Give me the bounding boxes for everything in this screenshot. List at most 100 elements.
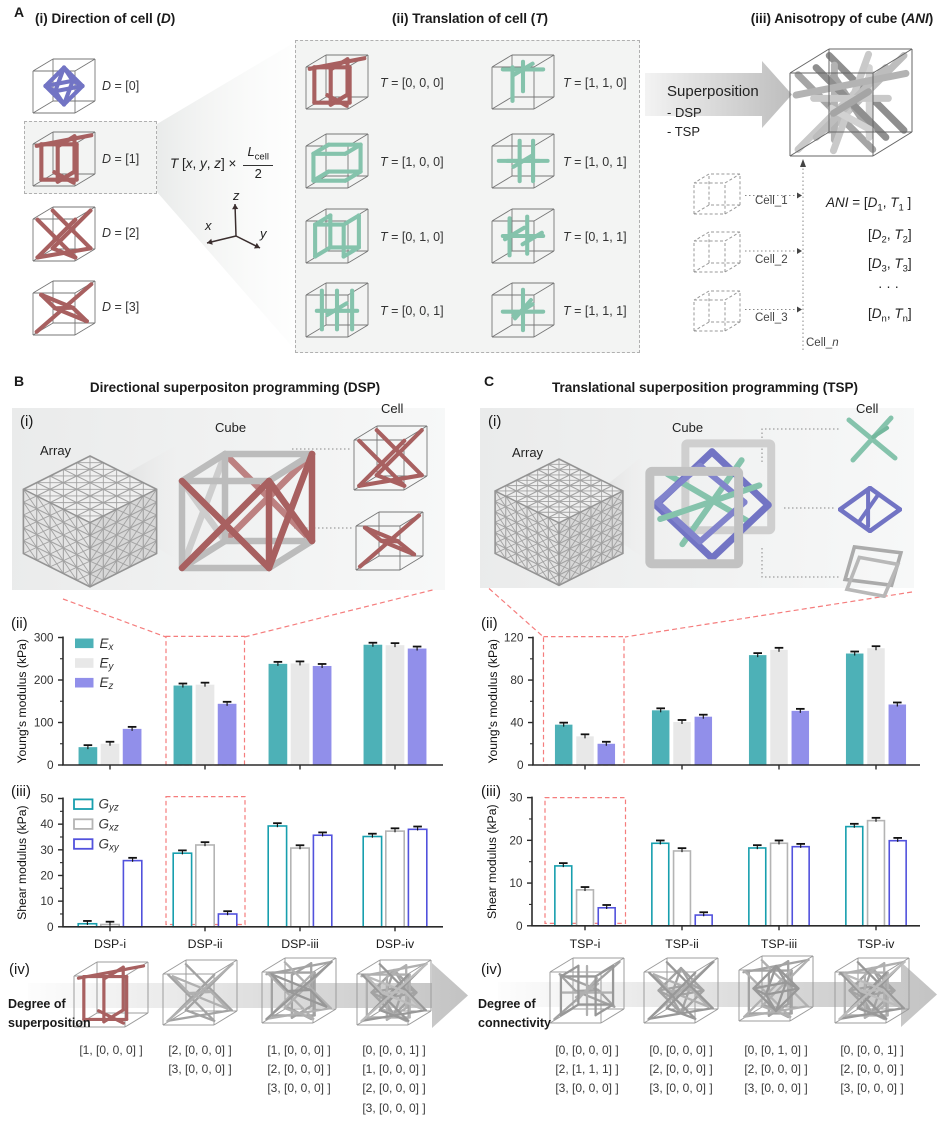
ani-equation-line-2: [D2, T2] [868,226,912,246]
ani-equation-line-n: [Dn, Tn] [868,306,912,325]
bar [888,704,907,765]
y-tick-label: 0 [47,758,54,772]
dsp-iv-labels-3: [1, [0, 0, 0] ] [2, [0, 0, 0] ] [3, [0, … [267,1043,331,1096]
tsp-iv-labels-3: [0, [0, 1, 0] ] [2, [0, 0, 0] ] [3, [0, … [744,1043,808,1096]
legend-label: Gxz [99,817,119,834]
bar [888,839,907,927]
formula-fraction: Lcell 2 [243,144,273,182]
panel-b-iii-marker: (iii) [11,783,31,800]
error-cap [753,652,762,655]
panel-b-cell-label: Cell [381,401,404,416]
bar [597,906,616,927]
error-cap [368,832,377,835]
dsp-iv-labels-2: [2, [0, 0, 0] ] [3, [0, 0, 0] ] [168,1043,232,1077]
panel-b-letter: B [14,373,25,389]
bar [597,743,616,765]
bar [672,850,692,927]
cell-t101-image [490,132,558,190]
dsp-iv-lattice-3 [260,953,338,1025]
panel-b-iv-caption: Degree of superposition [8,997,91,1031]
bar [78,747,98,765]
chart-B-ii: 0 100 200 300 Young's modulus (kPa) Ex Ey Ez [15,631,443,772]
error-cap [893,837,902,839]
error-cap [893,701,902,704]
panel-c-cell-label: Cell [856,401,879,416]
error-cap [850,650,859,653]
formula-denominator: 2 [254,166,262,182]
cell-t010-label: T = [0, 1, 0] [380,229,444,244]
error-cap [656,839,665,842]
panel-c-cube-label: Cube [672,420,704,435]
dsp-cell-top-image [352,424,430,492]
cell-t000-image [304,53,372,111]
error-cap [699,911,708,914]
error-cap [602,904,611,906]
cell-t011-label: T = [0, 1, 1] [563,229,627,244]
cell-t011-image [490,207,558,265]
cell-d2-label: D = [2] [102,226,140,240]
bar [385,645,405,765]
bar [651,710,670,765]
bar [694,716,713,765]
x-category-label: DSP-iv [376,937,415,951]
error-cap [368,641,378,644]
cell-d0-label: D = [0] [102,78,140,93]
error-cap [223,910,232,913]
axis-label-y: y [259,226,268,241]
bar [363,644,383,765]
y-tick-label: 20 [40,868,54,882]
y-tick-label: 0 [47,920,54,934]
y-tick-label: 120 [504,631,524,645]
bar [100,743,120,765]
panel-c-letter: C [484,373,495,389]
bar [268,663,288,765]
panel-c-iv-caption: Degree of connectivity [478,997,551,1031]
bar [312,834,333,928]
axis-label-x: x [204,218,212,233]
tsp-iv-lattice-3 [737,953,815,1023]
legend-label: Ez [100,675,114,692]
y-tick-label: 40 [510,716,524,730]
panel-b-title: Directional superpositon programming (DS… [89,380,381,395]
panel-b-array-label: Array [40,443,72,458]
tsp-iv-labels-1: [0, [0, 0, 0] ] [2, [1, 1, 1] ] [3, [0, … [555,1043,619,1096]
y-tick-label: 50 [40,792,54,806]
dsp-cube-image [176,426,318,574]
chart-highlight-rect [544,796,627,924]
error-cap [200,681,210,684]
error-cap [850,822,859,825]
panel-c-iii-marker: (iii) [481,783,501,800]
y-tick-label: 40 [40,817,54,831]
error-cap [200,841,210,844]
ani-equation-dots: · · · [878,279,899,294]
cell-t001-image [304,281,372,339]
bar [845,825,864,927]
panel-c-ii-marker: (ii) [481,615,498,632]
y-axis-title: Shear modulus (kPa) [485,804,499,918]
anisotropy-cube-image [786,40,916,160]
x-category-label: TSP-iv [858,937,896,951]
ani-equation-line-3: [D3, T3] [868,255,912,275]
cell-t110-label: T = [1, 1, 0] [563,75,627,90]
tsp-iv-lattice-4 [833,955,911,1025]
bar [769,842,789,927]
panel-c-i-marker: (i) [488,413,502,430]
bar [312,665,332,765]
legend-swatch [73,798,94,810]
formula-lhs: T [x, y, z] × [170,155,237,171]
tsp-cell-top-image [843,414,901,464]
error-cap [656,707,665,710]
cell-d3-label: D = [3] [102,300,140,314]
formula-numerator: Lcell [243,144,273,167]
bar [407,828,428,928]
cell-d1-label: D = [1] [102,151,140,166]
bar [289,847,310,928]
cell-t110-image [490,53,558,111]
tsp-iv-lattice-2 [642,955,720,1025]
legend-swatch [73,818,94,830]
bar [122,728,142,765]
bar [866,819,886,927]
panel-c-iv-marker: (iv) [481,961,502,978]
bar [575,889,595,927]
cell-d2-image [31,201,97,263]
